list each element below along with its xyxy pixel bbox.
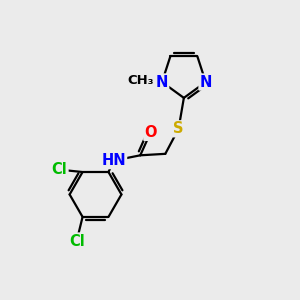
Text: N: N [156,74,168,89]
Text: O: O [144,125,157,140]
Text: Cl: Cl [52,162,68,177]
Text: N: N [200,74,212,89]
Text: CH₃: CH₃ [128,74,154,87]
Text: HN: HN [101,153,126,168]
Text: S: S [173,121,184,136]
Text: Cl: Cl [69,233,85,248]
